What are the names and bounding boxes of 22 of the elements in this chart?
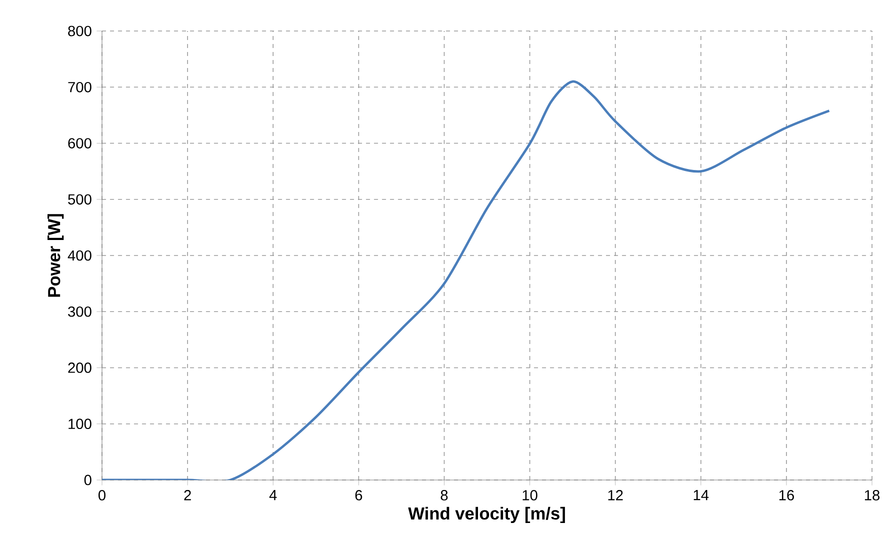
y-tick-label: 400 [68,250,92,261]
y-tick-label: 300 [68,306,92,317]
x-tick-label: 0 [98,490,106,500]
x-tick-label: 12 [608,490,623,500]
x-tick-label: 8 [440,490,448,500]
x-axis-title: Wind velocity [m/s] [408,506,565,524]
y-tick-label: 200 [68,362,92,373]
x-tick-label: 4 [269,490,277,500]
x-tick-label: 14 [694,490,709,500]
line-series [102,80,830,480]
x-tick-label: 10 [522,490,538,500]
y-axis-title: Power [W] [48,214,64,297]
x-tick-label: 18 [864,490,880,500]
y-tick-label: 100 [68,418,92,430]
x-tick-label: 16 [779,490,794,500]
y-tick-label: 700 [68,82,92,92]
y-tick-label: 500 [68,194,92,205]
y-tick-label: 0 [84,474,92,486]
x-tick-label: 6 [355,490,362,500]
y-tick-label: 800 [68,26,92,36]
y-tick-label: 600 [68,138,92,148]
x-tick-label: 2 [184,490,191,500]
